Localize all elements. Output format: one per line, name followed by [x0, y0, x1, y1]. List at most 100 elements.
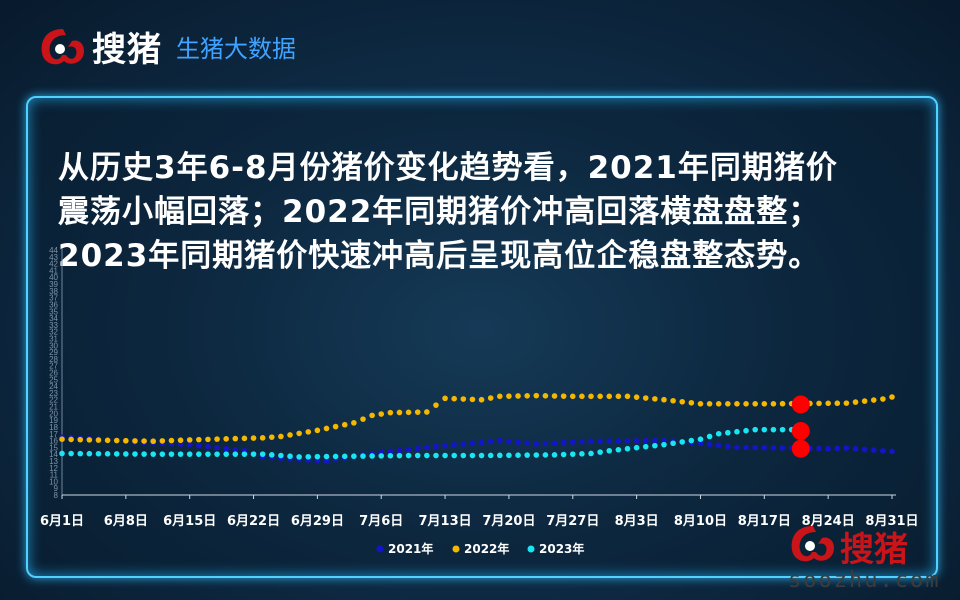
data-point [268, 452, 275, 458]
data-point [223, 451, 229, 457]
data-point [323, 458, 330, 464]
data-point [469, 452, 476, 459]
y-tick-label: 39 [49, 280, 58, 289]
data-point [542, 452, 549, 458]
data-point [734, 401, 740, 407]
data-point [679, 398, 686, 405]
data-point [770, 445, 777, 451]
y-tick-label: 9 [54, 484, 59, 493]
data-point [405, 452, 412, 459]
data-point [816, 400, 822, 407]
data-point [761, 401, 768, 407]
data-point [569, 451, 576, 457]
data-point [615, 438, 622, 444]
data-point [186, 437, 193, 443]
headline-line-3: 2023年同期猪价快速冲高后呈现高位企稳盘整态势。 [58, 238, 821, 274]
data-point [770, 401, 777, 407]
data-point [834, 400, 841, 407]
data-point [196, 436, 202, 443]
x-tick-label: 7月27日 [546, 514, 599, 529]
data-point [405, 446, 412, 453]
data-point [196, 442, 202, 449]
data-point [487, 438, 494, 445]
data-point [378, 453, 385, 459]
headline-line-1: 从历史3年6-8月份猪价变化趋势看，2021年同期猪价 [58, 150, 838, 186]
data-point [606, 447, 613, 454]
data-point [725, 401, 731, 407]
data-point [351, 420, 357, 426]
data-point [497, 393, 503, 400]
y-tick-label: 18 [49, 423, 58, 432]
data-point [332, 423, 339, 430]
y-tick-label: 36 [49, 300, 58, 309]
data-point [852, 445, 859, 452]
data-point [861, 398, 868, 404]
data-point [451, 442, 457, 448]
data-point [506, 438, 512, 445]
data-point [706, 401, 713, 407]
data-point [159, 451, 166, 457]
data-point [132, 451, 138, 457]
data-point [442, 395, 448, 402]
y-tick-label: 35 [49, 307, 58, 316]
y-tick-label: 25 [49, 375, 58, 384]
y-tick-label: 42 [49, 260, 58, 269]
y-tick-label: 15 [49, 443, 58, 452]
data-point [241, 451, 248, 457]
data-point [442, 442, 448, 449]
data-point [889, 448, 895, 455]
data-point [396, 409, 403, 416]
data-point [779, 445, 786, 451]
brand-subtitle: 生猪大数据 [176, 35, 296, 63]
y-tick-label: 20 [49, 409, 58, 418]
y-tick-label: 22 [49, 396, 58, 405]
data-point [104, 451, 111, 457]
data-point [560, 439, 567, 446]
data-point [524, 393, 530, 399]
data-point [761, 426, 768, 433]
data-point [232, 451, 239, 457]
y-tick-label: 27 [49, 362, 58, 371]
x-tick-label: 8月24日 [802, 514, 855, 529]
data-point [624, 393, 631, 400]
y-tick-label: 23 [49, 389, 58, 398]
data-point [579, 393, 585, 400]
highlight-marker [791, 395, 810, 414]
data-point [624, 445, 631, 452]
data-point [569, 439, 576, 445]
data-point [323, 425, 330, 432]
data-point [433, 452, 439, 459]
y-tick-label: 41 [49, 266, 58, 275]
data-point [770, 426, 777, 433]
data-point [880, 447, 886, 454]
data-point [642, 443, 649, 450]
data-point [296, 430, 302, 437]
soozhu-watermark-icon [791, 526, 834, 562]
data-point [241, 435, 248, 442]
data-point [615, 446, 622, 453]
data-point [743, 427, 749, 434]
legend-label: 2023年 [539, 541, 584, 556]
x-tick-label: 8月17日 [738, 514, 791, 529]
footer-logo: 搜猪 soozhu.com [788, 520, 953, 598]
y-tick-label: 31 [49, 334, 58, 343]
data-point [278, 452, 284, 459]
y-tick-label: 43 [49, 253, 58, 262]
data-point [159, 438, 166, 444]
data-point [743, 444, 749, 451]
x-tick-label: 8月3日 [615, 514, 659, 529]
data-point [205, 436, 211, 443]
data-point [177, 437, 184, 444]
data-point [214, 451, 220, 457]
data-point [95, 437, 102, 443]
data-point [588, 393, 594, 400]
data-point [205, 443, 211, 450]
data-point [478, 452, 485, 459]
app-logo: 搜猪 生猪大数据 [38, 22, 296, 71]
headline-line-2: 震荡小幅回落；2022年同期猪价冲高回落横盘盘整； [58, 194, 821, 230]
data-point [433, 402, 439, 408]
data-point [287, 453, 293, 460]
data-point [414, 409, 421, 415]
legend-swatch [376, 545, 384, 553]
data-point [396, 452, 403, 459]
